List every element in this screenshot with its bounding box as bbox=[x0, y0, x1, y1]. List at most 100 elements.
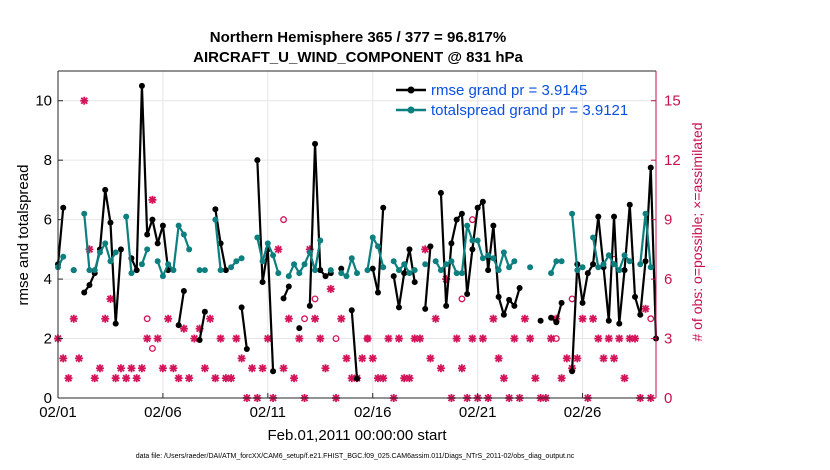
obs-assimilated-marker bbox=[520, 314, 529, 323]
spread-point bbox=[448, 258, 455, 265]
rmse-segment bbox=[140, 85, 149, 235]
rmse-segment bbox=[497, 296, 505, 316]
spread-point bbox=[474, 237, 481, 244]
y-tick-label: 6 bbox=[44, 212, 52, 229]
obs-possible-marker bbox=[458, 295, 466, 303]
spread-point bbox=[233, 258, 240, 265]
rmse-point bbox=[212, 206, 219, 213]
rmse-point bbox=[354, 375, 360, 382]
obs-assimilated-marker bbox=[478, 334, 487, 343]
obs-assimilated-marker bbox=[384, 334, 393, 343]
rmse-point bbox=[196, 337, 203, 344]
spread-point bbox=[270, 252, 277, 259]
obs-assimilated-marker bbox=[589, 314, 598, 323]
spread-point bbox=[432, 258, 439, 265]
rmse-point bbox=[180, 287, 187, 294]
rmse-point bbox=[479, 198, 486, 205]
spread-segment bbox=[256, 237, 264, 262]
rmse-segment bbox=[403, 249, 411, 274]
rmse-segment bbox=[618, 270, 626, 324]
obs-possible-marker bbox=[552, 335, 560, 342]
rmse-point bbox=[490, 222, 497, 229]
spread-segment bbox=[345, 257, 353, 277]
rmse-segment bbox=[513, 287, 521, 307]
x-tick-label: 02/16 bbox=[354, 404, 392, 421]
spread-point bbox=[642, 210, 649, 217]
rmse-segment bbox=[214, 209, 222, 244]
rmse-point bbox=[380, 204, 387, 211]
rmse-point bbox=[285, 283, 292, 290]
obs-assimilated-marker bbox=[111, 374, 120, 383]
rmse-point bbox=[133, 267, 140, 274]
obs-assimilated-marker bbox=[489, 314, 498, 323]
spread-point bbox=[485, 252, 492, 259]
spread-point bbox=[490, 255, 497, 262]
obs-assimilated-marker bbox=[562, 354, 571, 363]
obs-assimilated-marker bbox=[211, 374, 220, 383]
obs-assimilated-marker bbox=[311, 314, 320, 323]
obs-assimilated-marker bbox=[531, 374, 540, 383]
y-tick-label: 4 bbox=[44, 271, 52, 288]
rmse-point bbox=[254, 157, 261, 164]
spread-point bbox=[458, 270, 465, 277]
rmse-segment bbox=[56, 207, 65, 265]
spread-point bbox=[495, 267, 502, 274]
rmse-point bbox=[86, 282, 93, 289]
spread-point bbox=[569, 210, 576, 217]
obs-assimilated-marker bbox=[69, 314, 78, 323]
spread-point bbox=[112, 249, 119, 256]
obs-assimilated-marker bbox=[90, 374, 99, 383]
obs-assimilated-marker bbox=[153, 334, 162, 343]
obs-assimilated-marker bbox=[316, 334, 325, 343]
obs-assimilated-marker bbox=[64, 374, 73, 383]
rmse-segment bbox=[581, 272, 589, 304]
spread-point bbox=[422, 261, 429, 268]
rmse-segment bbox=[392, 275, 401, 308]
obs-assimilated-marker bbox=[137, 364, 146, 373]
rmse-point bbox=[584, 270, 591, 277]
spread-point bbox=[170, 267, 177, 274]
rmse-segment bbox=[104, 189, 112, 223]
rmse-point bbox=[149, 216, 156, 223]
obs-assimilated-marker bbox=[232, 334, 241, 343]
rmse-segment bbox=[408, 249, 416, 283]
y-axis-label: rmse and totalspread bbox=[15, 165, 32, 306]
rmse-point bbox=[175, 322, 182, 329]
spread-point bbox=[626, 258, 633, 265]
rmse-segment bbox=[439, 192, 448, 306]
obs-assimilated-marker bbox=[342, 354, 351, 363]
obs-assimilated-marker bbox=[258, 364, 267, 373]
y2-tick-label: 6 bbox=[664, 271, 672, 288]
obs-possible-marker bbox=[364, 335, 371, 342]
rmse-point bbox=[390, 273, 397, 280]
spread-point bbox=[317, 237, 324, 244]
spread-segment bbox=[366, 237, 374, 271]
x-tick-label: 02/11 bbox=[250, 404, 286, 421]
rmse-point bbox=[144, 231, 151, 238]
rmse-point bbox=[427, 243, 434, 250]
spread-point bbox=[296, 270, 303, 277]
rmse-point bbox=[500, 311, 507, 318]
spread-point bbox=[605, 252, 612, 259]
spread-point bbox=[228, 264, 235, 271]
obs-assimilated-marker bbox=[227, 374, 236, 383]
rmse-segment bbox=[371, 268, 380, 293]
spread-point bbox=[254, 234, 261, 241]
obs-assimilated-marker bbox=[421, 245, 430, 254]
y-tick-label: 0 bbox=[44, 390, 52, 407]
rmse-segment bbox=[424, 246, 432, 309]
rmse-point bbox=[374, 289, 381, 296]
spread-point bbox=[259, 258, 266, 265]
obs-possible-marker bbox=[301, 315, 308, 323]
spread-point bbox=[186, 246, 193, 253]
spread-point bbox=[406, 270, 413, 277]
rmse-segment bbox=[151, 219, 159, 244]
obs-assimilated-marker bbox=[494, 354, 503, 363]
obs-assimilated-marker bbox=[263, 334, 272, 343]
rmse-point bbox=[458, 210, 465, 217]
legend-spread-marker bbox=[407, 106, 415, 114]
spread-point bbox=[354, 270, 360, 277]
rmse-segment bbox=[397, 272, 406, 308]
spread-segment bbox=[214, 219, 222, 271]
